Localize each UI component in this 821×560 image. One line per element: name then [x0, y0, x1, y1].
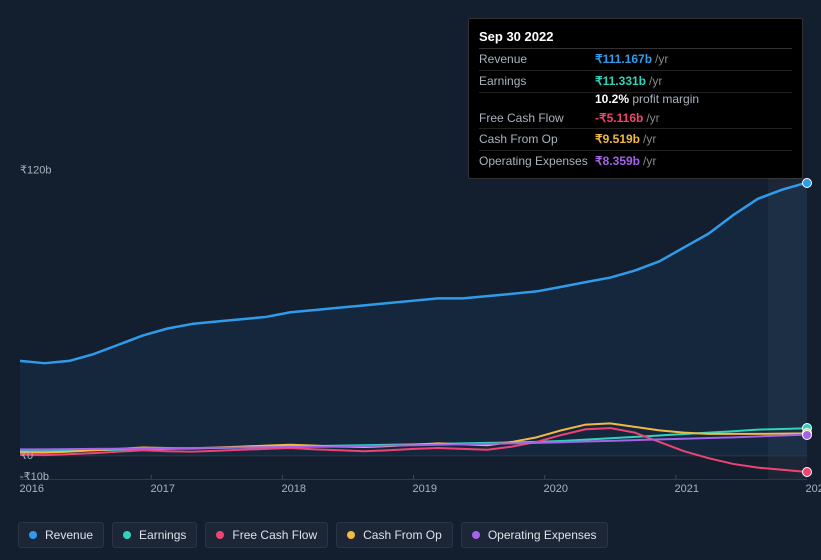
tooltip-row: Free Cash Flow-₹5.116b/yr: [479, 108, 792, 130]
tooltip-metric-label: Revenue: [479, 51, 595, 68]
chart-svg: [20, 178, 807, 479]
y-axis-label-min: -₹10b: [20, 470, 49, 483]
x-axis-year: 2016: [20, 483, 21, 495]
y-axis-label-zero: ₹0: [20, 449, 33, 462]
legend-item[interactable]: Cash From Op: [336, 522, 453, 548]
tooltip-metric-label: Earnings: [479, 73, 595, 90]
legend-item[interactable]: Revenue: [18, 522, 104, 548]
x-axis-year: 2017: [151, 483, 152, 495]
x-axis-year: 2020: [544, 483, 545, 495]
legend-dot-icon: [123, 531, 131, 539]
legend-item[interactable]: Earnings: [112, 522, 197, 548]
tooltip-metric-value: -₹5.116b: [595, 111, 643, 125]
legend-label: Free Cash Flow: [232, 528, 317, 542]
x-axis-year: 2019: [413, 483, 414, 495]
legend-dot-icon: [29, 531, 37, 539]
series-end-marker: [802, 430, 812, 440]
legend-dot-icon: [347, 531, 355, 539]
tooltip-submetric: 10.2% profit margin: [479, 92, 792, 106]
chart-area: ₹120b ₹0 -₹10b 2016201720182019202020212…: [0, 160, 821, 480]
x-axis-year: 2022: [806, 483, 807, 495]
legend-item[interactable]: Free Cash Flow: [205, 522, 328, 548]
tooltip-date: Sep 30 2022: [479, 25, 792, 49]
legend-label: Cash From Op: [363, 528, 442, 542]
tooltip-metric-value: ₹111.167b: [595, 52, 652, 66]
x-axis-year: 2021: [675, 483, 676, 495]
tooltip-row: Cash From Op₹9.519b/yr: [479, 129, 792, 151]
tooltip-metric-label: Cash From Op: [479, 131, 595, 148]
x-axis-labels: 2016 2017 2018 2019 2020 2021 2022: [20, 483, 807, 495]
legend-dot-icon: [472, 531, 480, 539]
legend-dot-icon: [216, 531, 224, 539]
tooltip-row: Earnings₹11.331b/yr: [479, 71, 792, 93]
x-axis-year: 2018: [282, 483, 283, 495]
tooltip-metric-label: Free Cash Flow: [479, 110, 595, 127]
series-end-marker: [802, 467, 812, 477]
plot-surface[interactable]: [20, 178, 807, 480]
tooltip-metric-unit: /yr: [643, 132, 656, 146]
legend-label: Revenue: [45, 528, 93, 542]
legend-item[interactable]: Operating Expenses: [461, 522, 608, 548]
series-end-marker: [802, 178, 812, 188]
legend: Revenue Earnings Free Cash Flow Cash From O…: [18, 522, 608, 548]
tooltip-metric-unit: /yr: [649, 74, 662, 88]
data-tooltip: Sep 30 2022 Revenue₹111.167b/yrEarnings₹…: [468, 18, 803, 179]
legend-label: Earnings: [139, 528, 186, 542]
legend-label: Operating Expenses: [488, 528, 597, 542]
tooltip-metric-value: ₹9.519b: [595, 132, 640, 146]
tooltip-metric-value: ₹11.331b: [595, 74, 646, 88]
tooltip-metric-unit: /yr: [655, 52, 668, 66]
tooltip-row: Revenue₹111.167b/yr: [479, 49, 792, 71]
y-axis-label-max: ₹120b: [20, 164, 51, 177]
tooltip-metric-unit: /yr: [646, 111, 659, 125]
